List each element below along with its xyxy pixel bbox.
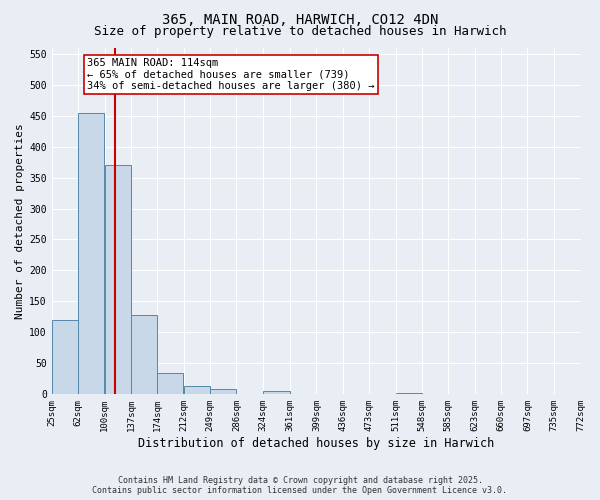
Bar (52, 320, 78, 394)
Y-axis label: Number of detached properties: Number of detached properties (15, 123, 25, 319)
Text: 365, MAIN ROAD, HARWICH, CO12 4DN: 365, MAIN ROAD, HARWICH, CO12 4DN (162, 12, 438, 26)
Bar (105, 165, 131, 394)
Bar (184, 386, 210, 394)
Bar (263, 390, 290, 394)
Bar (78, 112, 104, 394)
X-axis label: Distribution of detached houses by size in Harwich: Distribution of detached houses by size … (138, 437, 494, 450)
Bar (210, 390, 236, 394)
Bar (157, 372, 184, 394)
Bar (396, 393, 422, 394)
Bar (131, 315, 157, 394)
Text: 365 MAIN ROAD: 114sqm
← 65% of detached houses are smaller (739)
34% of semi-det: 365 MAIN ROAD: 114sqm ← 65% of detached … (87, 58, 374, 91)
Text: Size of property relative to detached houses in Harwich: Size of property relative to detached ho… (94, 25, 506, 38)
Text: Contains HM Land Registry data © Crown copyright and database right 2025.
Contai: Contains HM Land Registry data © Crown c… (92, 476, 508, 495)
